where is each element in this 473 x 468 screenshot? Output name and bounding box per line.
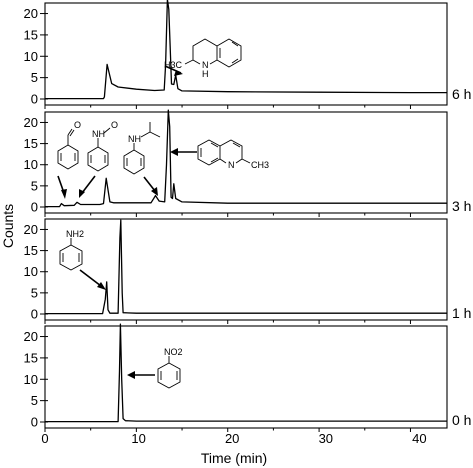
panel-frame [44,2,448,106]
y-tick-label: 20 [24,222,38,237]
y-tick-label: 10 [24,49,38,64]
mol-label-o: O [111,120,118,130]
y-tick-label: 15 [24,27,38,42]
y-axis-label: Counts [0,204,16,248]
y-tick-label: 5 [31,70,38,85]
series-label-1h: 1 h [452,305,471,321]
y-tick-label: 10 [24,372,38,387]
x-tick-label: 0 [41,431,48,446]
arrow-tetrahydroquinoline [164,65,183,76]
mol-label-o: O [74,120,81,130]
y-tick-label: 0 [31,200,38,215]
y-tick-label: 10 [24,264,38,279]
structure-isopropylaniline: NH [123,122,161,175]
x-tick-label: 40 [412,431,426,446]
mol-label-nh: NH [128,134,141,144]
arrow-aniline [79,269,106,290]
y-tick-label: 0 [31,415,38,430]
series-label-6h: 6 h [452,86,471,102]
structure-nitrobenzene: NO2 [157,347,183,389]
mol-label-n: N [202,60,209,70]
mol-label-nh: NH [92,129,105,139]
mol-label-h: H [202,69,209,79]
y-tick-label: 20 [24,115,38,130]
series-label-3h: 3 h [452,198,471,214]
x-tick-label: 10 [131,431,145,446]
y-tick-label: 5 [31,393,38,408]
y-tick-label: 5 [31,285,38,300]
y-tick-label: 0 [31,92,38,107]
chromatogram-trace [45,219,447,315]
structure-methylquinoline: N CH3 [197,139,269,170]
y-tick-label: 15 [24,243,38,258]
chromatogram-trace [45,0,447,100]
chromatogram-trace [45,323,447,423]
y-tick-label: 15 [24,350,38,365]
arrows-3h [57,148,197,199]
y-tick-label: 20 [24,329,38,344]
x-axis-label: Time (min) [201,450,267,466]
panel-frame [44,218,448,321]
structure-phenylhydroxylamine: NH O [87,120,118,172]
chromatogram-trace [45,109,447,208]
arrow-nitrobenzene [127,371,155,379]
mol-label-nh2: NH2 [66,229,84,239]
mol-label-h3c: H3C [164,60,183,70]
structure-tetrahydroquinoline: H3C N H [164,38,242,79]
y-tick-label: 20 [24,6,38,21]
mol-label-no2: NO2 [164,347,183,357]
x-tick-label: 30 [319,431,333,446]
mol-label-ch3: CH3 [251,160,269,170]
x-tick-label: 20 [225,431,239,446]
panel-frame [44,325,448,429]
y-tick-label: 15 [24,136,38,151]
chromatogram-panels: 0 5 10 15 20 0 5 10 15 20 0 5 10 15 20 0 5 10 15 20 [24,0,448,432]
panel-frame [44,111,448,214]
y-tick-label: 10 [24,157,38,172]
series-label-0h: 0 h [452,412,471,428]
structure-aniline: NH2 [59,229,84,271]
structure-nitrosobenzene: O [57,120,81,170]
mol-label-n: N [228,160,235,170]
y-tick-label: 0 [31,307,38,322]
y-tick-label: 5 [31,178,38,193]
